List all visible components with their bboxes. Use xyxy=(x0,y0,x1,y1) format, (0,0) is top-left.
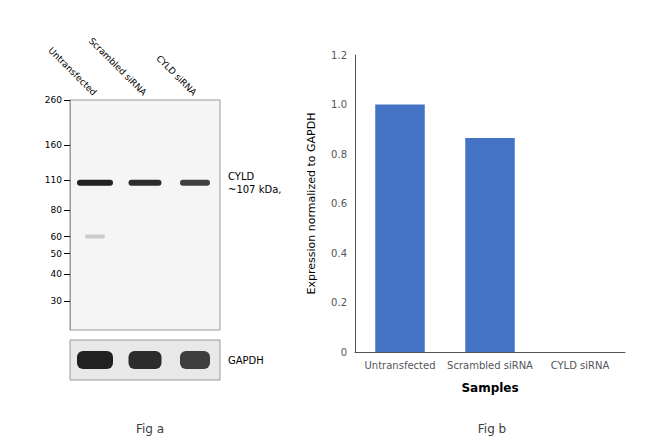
svg-text:0.2: 0.2 xyxy=(331,297,347,308)
svg-text:80: 80 xyxy=(51,205,63,215)
svg-text:60: 60 xyxy=(51,232,63,242)
svg-text:1.2: 1.2 xyxy=(331,50,347,61)
svg-text:160: 160 xyxy=(45,140,62,150)
svg-text:Scrambled siRNA: Scrambled siRNA xyxy=(447,360,533,371)
svg-text:40: 40 xyxy=(51,269,63,279)
svg-text:CYLD: CYLD xyxy=(228,171,254,182)
svg-text:0.4: 0.4 xyxy=(331,248,347,259)
svg-text:Untransfected: Untransfected xyxy=(365,360,436,371)
svg-text:0.8: 0.8 xyxy=(331,149,347,160)
svg-text:Fig a: Fig a xyxy=(136,422,164,436)
svg-text:0.6: 0.6 xyxy=(331,198,347,209)
svg-text:Untransfected: Untransfected xyxy=(46,45,98,97)
svg-text:30: 30 xyxy=(51,296,63,306)
svg-text:110: 110 xyxy=(45,175,62,185)
svg-text:Scrambled siRNA: Scrambled siRNA xyxy=(87,36,149,98)
svg-text:CYLD siRNA: CYLD siRNA xyxy=(154,53,199,98)
svg-text:50: 50 xyxy=(51,249,63,259)
svg-text:260: 260 xyxy=(45,95,62,105)
svg-text:0: 0 xyxy=(341,347,347,358)
svg-text:GAPDH: GAPDH xyxy=(228,355,264,366)
svg-text:Samples: Samples xyxy=(461,381,518,395)
svg-text:~107 kDa,: ~107 kDa, xyxy=(228,184,281,195)
svg-text:Fig b: Fig b xyxy=(478,422,506,436)
svg-text:Expression normalized to GAPDH: Expression normalized to GAPDH xyxy=(305,113,318,295)
svg-text:1.0: 1.0 xyxy=(331,99,347,110)
svg-text:CYLD siRNA: CYLD siRNA xyxy=(551,360,610,371)
